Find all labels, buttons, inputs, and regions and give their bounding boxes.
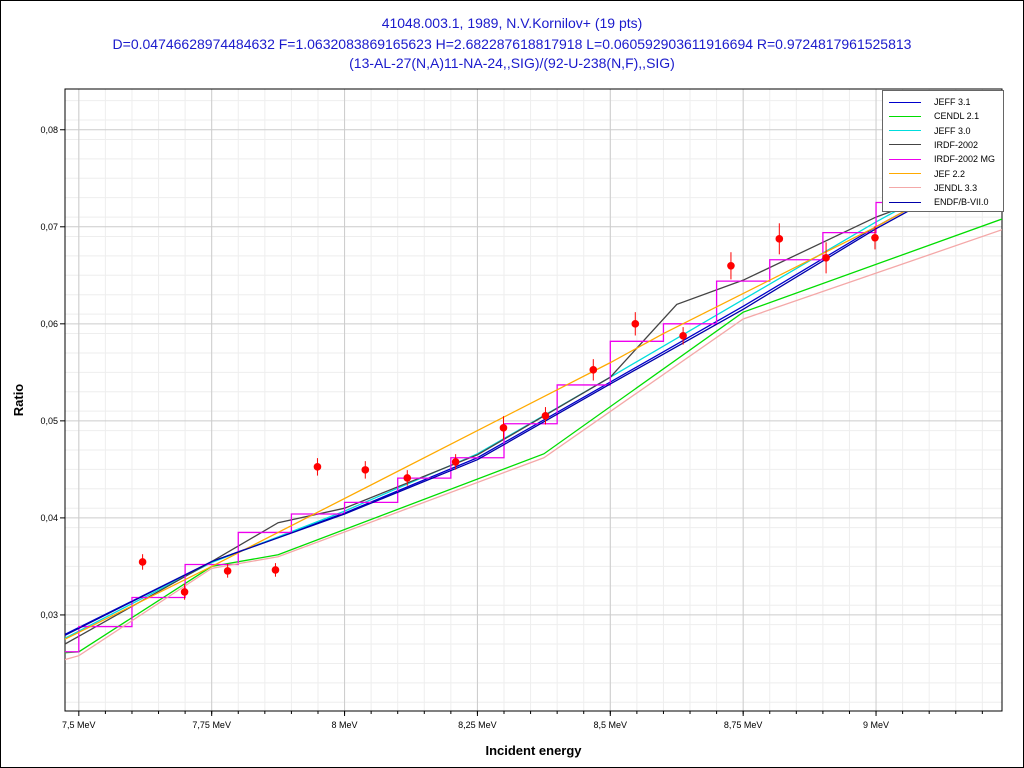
legend-swatch — [889, 201, 921, 203]
x-tick-label: 8,5 MeV — [594, 720, 628, 730]
legend-swatch — [889, 144, 921, 146]
legend-swatch — [889, 158, 921, 160]
series-line-jendl-3-3 — [65, 229, 1002, 661]
data-point — [871, 233, 879, 242]
chart-title: 41048.003.1, 1989, N.V.Kornilov+ (19 pts… — [381, 15, 643, 31]
legend-item: JEF 2.2 — [889, 167, 965, 181]
data-point — [451, 458, 460, 466]
plot-frame — [64, 88, 1003, 712]
data-point — [727, 261, 735, 270]
legend-swatch — [889, 101, 921, 103]
legend-label: JENDL 3.3 — [934, 182, 978, 193]
y-tick-label: 0,06 — [40, 319, 58, 329]
legend-item: CENDL 2.1 — [889, 109, 979, 123]
legend-label: JEFF 3.0 — [934, 125, 971, 136]
y-tick-label: 0,08 — [40, 125, 58, 135]
data-point — [180, 588, 189, 596]
chart-parameters: D=0.04746628974484632 F=1.06320838691656… — [112, 36, 912, 52]
series-line-irdf-2002-mg — [65, 201, 930, 653]
legend-label: JEF 2.2 — [934, 168, 966, 179]
x-tick-label: 8,25 MeV — [458, 720, 497, 730]
y-axis-label: Ratio — [11, 384, 26, 417]
chart-reaction: (13-AL-27(N,A)11-NA-24,,SIG)/(92-U-238(N… — [349, 55, 675, 71]
legend-item: JEFF 3.0 — [889, 124, 971, 138]
data-point — [499, 424, 508, 432]
legend: JEFF 3.1 CENDL 2.1 JEFF 3.0 IRDF-2002 IRDF-2… — [882, 90, 1004, 212]
data-point — [631, 320, 640, 328]
legend-swatch — [889, 187, 921, 189]
data-point — [775, 235, 784, 243]
legend-item: JENDL 3.3 — [889, 181, 977, 195]
data-point — [138, 558, 147, 566]
series-line-endf-b-vii-0 — [65, 199, 930, 636]
x-tick-label: 9 MeV — [863, 720, 889, 730]
data-point — [313, 463, 322, 471]
legend-swatch — [889, 173, 921, 174]
legend-item: JEFF 3.1 — [889, 95, 971, 109]
data-point — [541, 412, 550, 420]
y-tick-label: 0,07 — [40, 222, 58, 232]
legend-label: ENDF/B-VII.0 — [934, 197, 989, 208]
x-axis-label: Incident energy — [485, 743, 582, 758]
x-tick-label: 7,5 MeV — [62, 720, 96, 730]
y-tick-label: 0,05 — [40, 416, 58, 426]
legend-swatch — [889, 130, 921, 132]
x-tick-label: 8 MeV — [332, 720, 358, 730]
data-point — [361, 466, 370, 474]
legend-label: IRDF-2002 — [934, 139, 979, 150]
y-tick-label: 0,04 — [40, 513, 58, 523]
data-point — [271, 566, 280, 574]
legend-item: IRDF-2002 — [889, 138, 978, 152]
data-point — [223, 567, 232, 575]
series-line-jef-2-2 — [65, 197, 930, 640]
y-tick-label: 0,03 — [40, 610, 58, 620]
legend-label: IRDF-2002 MG — [934, 154, 996, 165]
x-tick-label: 7,75 MeV — [192, 720, 231, 730]
legend-label: JEFF 3.1 — [934, 97, 971, 107]
legend-item: IRDF-2002 MG — [889, 152, 995, 166]
series-line-jeff-3-1 — [65, 197, 930, 635]
legend-swatch — [889, 115, 921, 117]
data-point — [589, 366, 598, 374]
legend-label: CENDL 2.1 — [934, 111, 980, 122]
legend-item: ENDF/B-VII.0 — [889, 195, 989, 209]
data-point — [822, 254, 830, 262]
data-point — [403, 474, 412, 482]
series-line-cendl-2-1 — [65, 218, 1002, 654]
x-tick-label: 8,75 MeV — [724, 720, 763, 730]
data-point — [679, 332, 687, 340]
